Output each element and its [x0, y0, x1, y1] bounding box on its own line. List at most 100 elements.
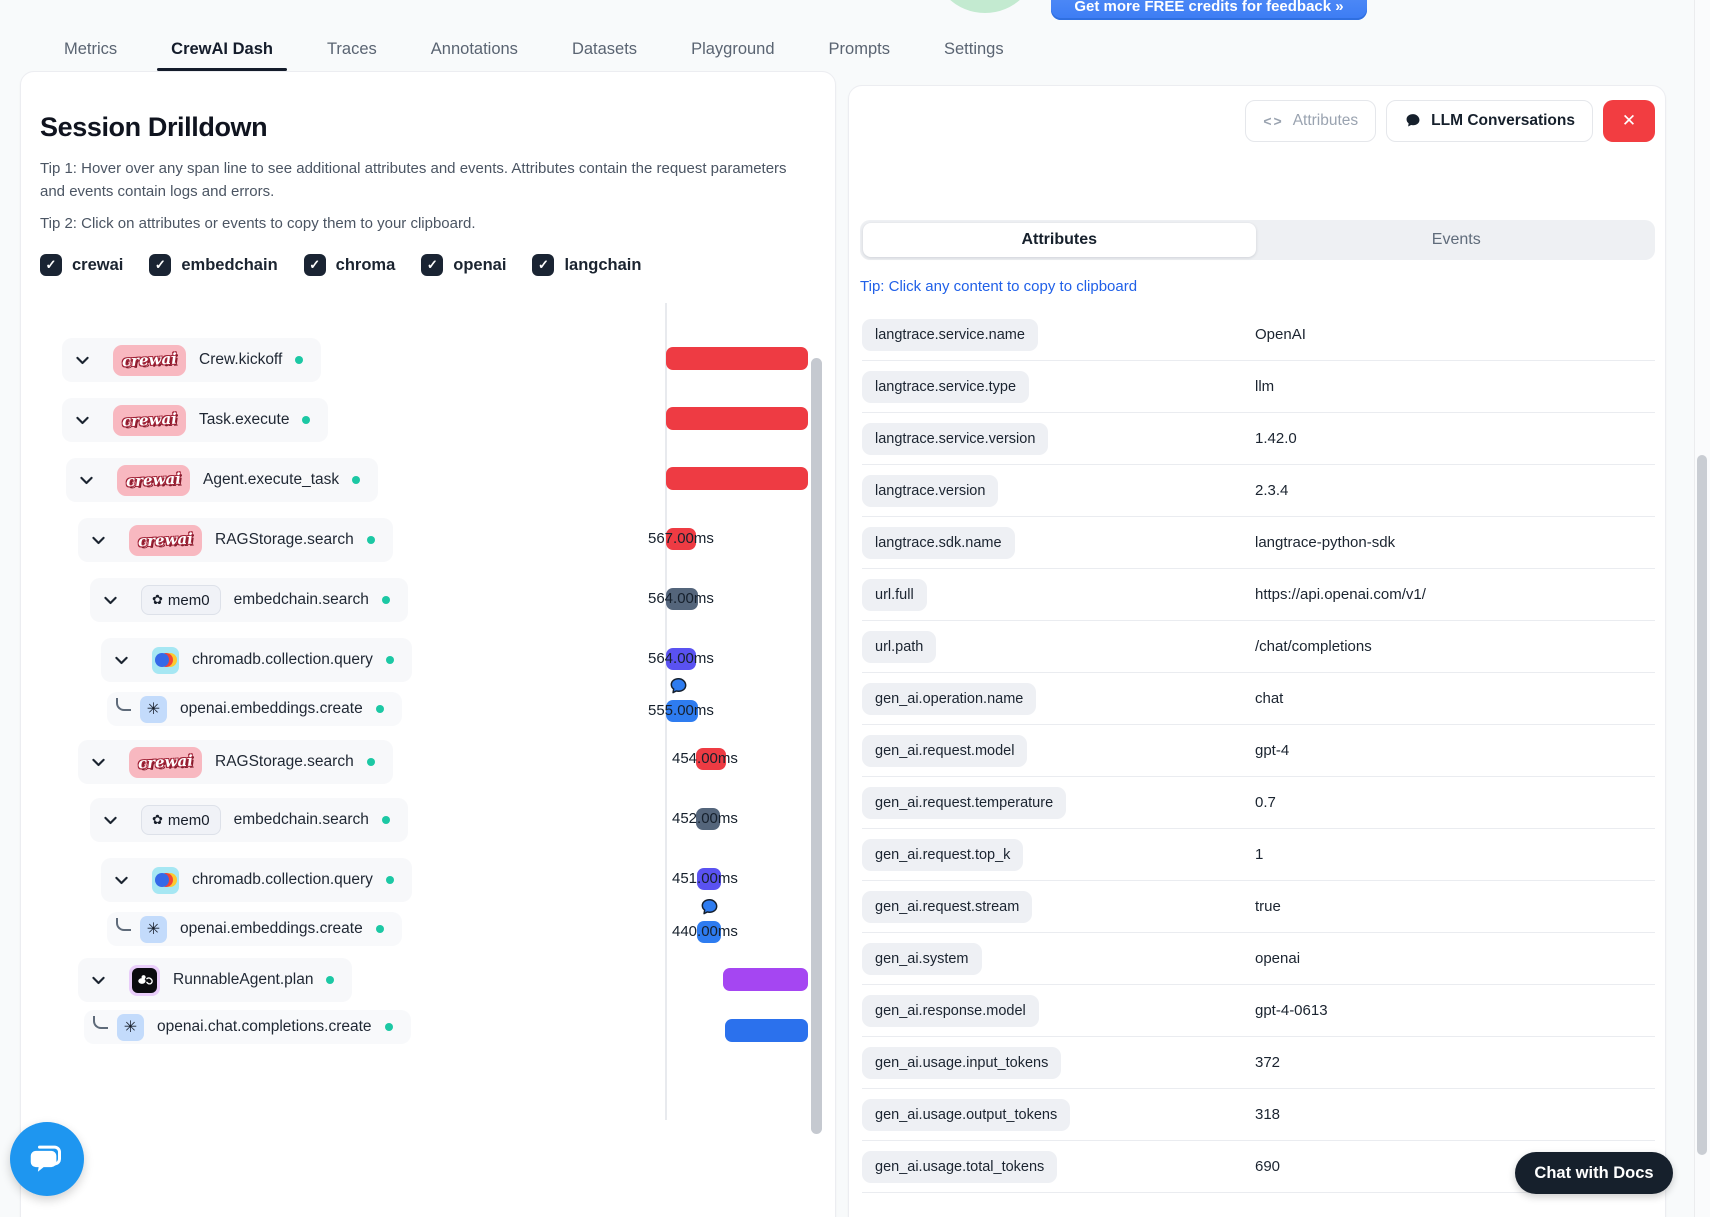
attribute-value[interactable]: langtrace-python-sdk: [1255, 534, 1396, 551]
chevron-down-icon[interactable]: [74, 412, 91, 429]
duration-pill[interactable]: [697, 921, 721, 943]
attribute-row[interactable]: gen_ai.response.model gpt-4-0613: [862, 985, 1655, 1037]
attribute-value[interactable]: https://api.openai.com/v1/: [1255, 586, 1426, 603]
nav-tab-crewai-dash[interactable]: CrewAI Dash: [157, 28, 287, 71]
attribute-row[interactable]: gen_ai.request.stream true: [862, 881, 1655, 933]
chevron-down-icon[interactable]: [78, 472, 95, 489]
attribute-row[interactable]: langtrace.service.version 1.42.0: [862, 413, 1655, 465]
chevron-down-icon[interactable]: [113, 652, 130, 669]
attribute-key[interactable]: url.path: [862, 630, 937, 663]
chevron-down-icon[interactable]: [90, 532, 107, 549]
attribute-row[interactable]: gen_ai.usage.total_tokens 690: [862, 1141, 1655, 1193]
copy-to-clipboard-tip[interactable]: Tip: Click any content to copy to clipbo…: [860, 278, 1138, 295]
attribute-row[interactable]: gen_ai.usage.input_tokens 372: [862, 1037, 1655, 1089]
attribute-key[interactable]: gen_ai.request.top_k: [862, 838, 1024, 871]
span-row[interactable]: chromadb.collection.query: [101, 858, 412, 902]
attribute-value[interactable]: openai: [1255, 950, 1301, 967]
attribute-row[interactable]: langtrace.service.name OpenAI: [862, 309, 1655, 361]
nav-tab-metrics[interactable]: Metrics: [64, 40, 118, 58]
tab-attributes[interactable]: Attributes: [863, 223, 1256, 257]
attribute-row[interactable]: url.full https://api.openai.com/v1/: [862, 569, 1655, 621]
chat-with-docs-button[interactable]: Chat with Docs: [1515, 1152, 1673, 1194]
attribute-key[interactable]: gen_ai.usage.total_tokens: [862, 1150, 1058, 1183]
comment-bubble-icon[interactable]: [668, 676, 689, 702]
attribute-value[interactable]: 1: [1255, 846, 1264, 863]
nav-tab-settings[interactable]: Settings: [943, 40, 1004, 58]
attribute-key[interactable]: url.full: [862, 578, 927, 611]
span-row[interactable]: crewai Task.execute: [62, 398, 329, 442]
span-row[interactable]: ✳ openai.embeddings.create: [107, 692, 402, 726]
chevron-down-icon[interactable]: [74, 352, 91, 369]
span-row[interactable]: ✳ openai.embeddings.create: [107, 912, 402, 946]
duration-pill[interactable]: [666, 588, 698, 610]
attribute-key[interactable]: langtrace.version: [862, 474, 999, 507]
attribute-row[interactable]: gen_ai.system openai: [862, 933, 1655, 985]
attribute-value[interactable]: true: [1255, 898, 1281, 915]
filter-checkbox-embedchain[interactable]: ✓ embedchain: [149, 254, 278, 276]
span-row[interactable]: chromadb.collection.query: [101, 638, 412, 682]
chevron-down-icon[interactable]: [113, 872, 130, 889]
attribute-row[interactable]: gen_ai.usage.output_tokens 318: [862, 1089, 1655, 1141]
llm-conversations-button[interactable]: LLM Conversations: [1386, 100, 1593, 142]
attribute-value[interactable]: 1.42.0: [1255, 430, 1297, 447]
attribute-row[interactable]: gen_ai.operation.name chat: [862, 673, 1655, 725]
span-row[interactable]: RunnableAgent.plan: [78, 958, 353, 1002]
attribute-key[interactable]: langtrace.service.version: [862, 422, 1049, 455]
span-row[interactable]: ✿ mem0 embedchain.search: [90, 798, 408, 842]
tab-events[interactable]: Events: [1431, 231, 1481, 248]
chevron-down-icon[interactable]: [102, 812, 119, 829]
filter-checkbox-chroma[interactable]: ✓ chroma: [303, 254, 395, 276]
filter-checkbox-openai[interactable]: ✓ openai: [421, 254, 506, 276]
nav-tab-datasets[interactable]: Datasets: [571, 40, 638, 58]
attribute-key[interactable]: gen_ai.operation.name: [862, 682, 1037, 715]
attribute-key[interactable]: gen_ai.request.stream: [862, 890, 1033, 923]
attribute-row[interactable]: url.path/chat/completions: [862, 621, 1655, 673]
attribute-key[interactable]: gen_ai.request.model: [862, 734, 1028, 767]
attribute-key[interactable]: gen_ai.request.temperature: [862, 786, 1067, 819]
attribute-value[interactable]: gpt-4: [1255, 742, 1290, 759]
attribute-value[interactable]: gpt-4-0613: [1255, 1002, 1328, 1019]
duration-pill[interactable]: [666, 528, 696, 550]
filter-checkbox-langchain[interactable]: ✓ langchain: [532, 254, 641, 276]
attribute-row[interactable]: gen_ai.request.top_k 1: [862, 829, 1655, 881]
attribute-row[interactable]: langtrace.service.type llm: [862, 361, 1655, 413]
duration-bar[interactable]: [666, 407, 808, 430]
span-row[interactable]: crewai RAGStorage.search: [78, 518, 393, 562]
comment-bubble-icon[interactable]: [699, 897, 720, 923]
duration-pill[interactable]: [696, 808, 720, 830]
duration-bar[interactable]: [666, 347, 808, 370]
attribute-row[interactable]: gen_ai.request.temperature 0.7: [862, 777, 1655, 829]
window-scrollbar-thumb[interactable]: [1697, 455, 1707, 1155]
duration-bar[interactable]: [666, 467, 808, 490]
chevron-down-icon[interactable]: [102, 592, 119, 609]
attribute-value[interactable]: 318: [1255, 1106, 1281, 1123]
attribute-key[interactable]: gen_ai.system: [862, 942, 982, 975]
chat-widget-button[interactable]: [10, 1122, 84, 1196]
tree-scrollbar-thumb[interactable]: [811, 358, 822, 1134]
close-panel-button[interactable]: ✕: [1603, 100, 1655, 142]
duration-bar[interactable]: [725, 1019, 808, 1042]
attribute-key[interactable]: langtrace.sdk.name: [862, 526, 1015, 559]
duration-bar[interactable]: [723, 968, 808, 991]
duration-pill[interactable]: [697, 868, 721, 890]
chevron-down-icon[interactable]: [90, 754, 107, 771]
attribute-key[interactable]: gen_ai.usage.input_tokens: [862, 1046, 1062, 1079]
chevron-down-icon[interactable]: [90, 972, 107, 989]
attributes-view-button[interactable]: <> Attributes: [1245, 100, 1377, 142]
span-row[interactable]: ✿ mem0 embedchain.search: [90, 578, 408, 622]
nav-tab-prompts[interactable]: Prompts: [828, 40, 890, 58]
attribute-key[interactable]: langtrace.service.type: [862, 370, 1030, 403]
attribute-value[interactable]: OpenAI: [1255, 326, 1306, 343]
attribute-value[interactable]: 690: [1255, 1158, 1281, 1175]
attribute-value[interactable]: 0.7: [1255, 794, 1276, 811]
duration-pill[interactable]: [696, 748, 726, 770]
attribute-value[interactable]: /chat/completions: [1255, 638, 1372, 655]
attribute-row[interactable]: gen_ai.request.model gpt-4: [862, 725, 1655, 777]
span-row[interactable]: crewai Agent.execute_task: [66, 458, 379, 502]
credits-button[interactable]: Get more FREE credits for feedback »: [1051, 0, 1367, 20]
attribute-row[interactable]: langtrace.sdk.name langtrace-python-sdk: [862, 517, 1655, 569]
attribute-key[interactable]: gen_ai.usage.output_tokens: [862, 1098, 1071, 1131]
attribute-value[interactable]: 372: [1255, 1054, 1281, 1071]
nav-tab-traces[interactable]: Traces: [326, 40, 377, 58]
attribute-key[interactable]: gen_ai.response.model: [862, 994, 1039, 1027]
